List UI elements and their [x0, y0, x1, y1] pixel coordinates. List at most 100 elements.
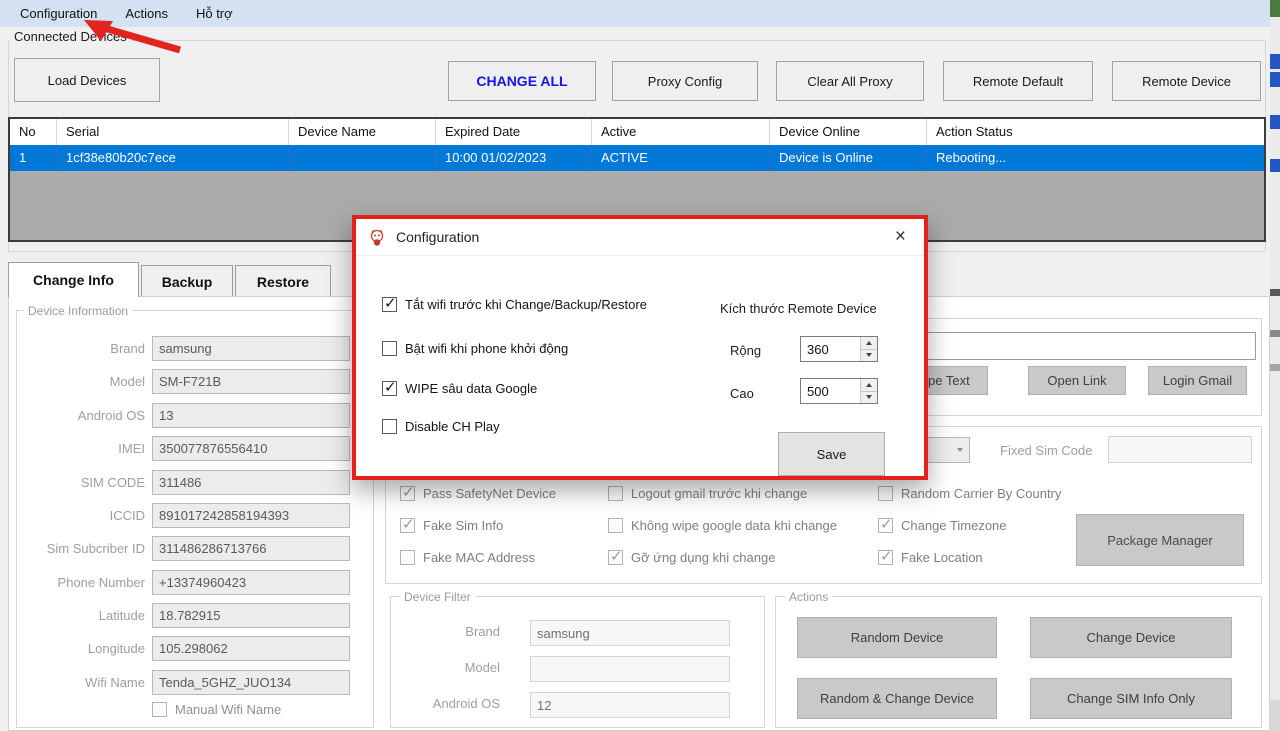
wipe-google-data-checkbox[interactable]: WIPE sâu data Google — [382, 378, 537, 396]
change-timezone-checkbox: Change Timezone — [878, 515, 1007, 533]
connected-devices-label: Connected Devices — [10, 29, 131, 44]
dialog-titlebar[interactable]: Configuration × — [356, 219, 924, 256]
fake-location-checkbox: Fake Location — [878, 547, 983, 565]
sim-code-label: SIM CODE — [80, 475, 145, 490]
iccid-input[interactable] — [152, 503, 350, 528]
fake-mac-address-checkbox: Fake MAC Address — [400, 550, 535, 565]
col-active[interactable]: Active — [592, 119, 770, 145]
fixed-sim-code-input[interactable] — [1108, 436, 1252, 463]
model-input[interactable] — [152, 369, 350, 394]
col-expired-date[interactable]: Expired Date — [436, 119, 592, 145]
chevron-down-icon — [957, 448, 963, 452]
android-os-label: Android OS — [77, 408, 145, 423]
close-icon[interactable]: × — [894, 226, 906, 247]
devices-table-header: No Serial Device Name Expired Date Activ… — [10, 119, 1264, 145]
brand-input[interactable] — [152, 336, 350, 361]
wifi-off-checkbox[interactable]: Tắt wifi trước khi Change/Backup/Restore — [382, 294, 647, 312]
filter-android-label: Android OS — [432, 696, 500, 711]
dialog-title: Configuration — [396, 229, 480, 245]
cell-no: 1 — [10, 145, 57, 171]
configuration-dialog: Configuration × Tắt wifi trước khi Chang… — [352, 215, 928, 480]
sim-subscriber-label: Sim Subcriber ID — [46, 541, 145, 556]
disable-ch-play-checkbox[interactable]: Disable CH Play — [382, 419, 500, 434]
spinner-down-button[interactable] — [861, 391, 877, 403]
tab-restore[interactable]: Restore — [235, 265, 331, 297]
menu-help[interactable]: Hỗ trợ — [195, 6, 233, 21]
phone-number-input[interactable] — [152, 570, 350, 595]
cell-serial: 1cf38e80b20c7ece — [57, 145, 289, 171]
width-spinner[interactable]: 360 — [800, 336, 878, 362]
change-device-button[interactable]: Change Device — [1030, 617, 1232, 658]
phone-number-label: Phone Number — [57, 575, 145, 590]
spinner-down-button[interactable] — [861, 349, 877, 361]
random-device-button[interactable]: Random Device — [797, 617, 997, 658]
actions-title: Actions — [785, 590, 833, 604]
wifi-name-input[interactable] — [152, 670, 350, 695]
longitude-label: Longitude — [87, 641, 145, 656]
device-filter-title: Device Filter — [400, 590, 475, 604]
iccid-label: ICCID — [109, 508, 145, 523]
uninstall-apps-checkbox: Gỡ ứng dụng khi change — [608, 547, 775, 565]
pass-safetynet-checkbox: Pass SafetyNet Device — [400, 483, 556, 501]
wifi-name-label: Wifi Name — [85, 675, 145, 690]
change-all-button[interactable]: CHANGE ALL — [448, 61, 596, 101]
sim-subscriber-input[interactable] — [152, 536, 350, 561]
manual-wifi-checkbox: Manual Wifi Name — [152, 702, 281, 717]
cell-device-online: Device is Online — [770, 145, 927, 171]
fixed-sim-code-label: Fixed Sim Code — [1000, 443, 1093, 458]
imei-label: IMEI — [118, 441, 145, 456]
android-os-input[interactable] — [152, 403, 350, 428]
change-sim-info-only-button[interactable]: Change SIM Info Only — [1030, 678, 1232, 719]
login-gmail-button[interactable]: Login Gmail — [1148, 366, 1247, 395]
col-action-status[interactable]: Action Status — [936, 124, 1013, 139]
width-label: Rộng — [730, 343, 762, 358]
filter-brand-label: Brand — [465, 624, 500, 639]
latitude-label: Latitude — [98, 608, 145, 623]
filter-brand-input[interactable] — [530, 620, 730, 646]
random-and-change-device-button[interactable]: Random & Change Device — [797, 678, 997, 719]
width-value: 360 — [807, 342, 829, 357]
random-carrier-checkbox: Random Carrier By Country — [878, 486, 1061, 501]
fake-sim-info-checkbox: Fake Sim Info — [400, 515, 503, 533]
col-device-name[interactable]: Device Name — [289, 119, 436, 145]
imei-input[interactable] — [152, 436, 350, 461]
tab-change-info[interactable]: Change Info — [8, 262, 139, 297]
remote-size-label: Kích thước Remote Device — [720, 301, 877, 316]
package-manager-button[interactable]: Package Manager — [1076, 514, 1244, 566]
cell-active: ACTIVE — [592, 145, 770, 171]
load-devices-button[interactable]: Load Devices — [14, 58, 160, 102]
col-no[interactable]: No — [10, 119, 57, 145]
spinner-up-button[interactable] — [861, 337, 877, 350]
wifi-on-boot-checkbox[interactable]: Bật wifi khi phone khởi động — [382, 341, 568, 356]
open-link-button[interactable]: Open Link — [1028, 366, 1126, 395]
filter-model-input[interactable] — [530, 656, 730, 682]
longitude-input[interactable] — [152, 636, 350, 661]
col-serial[interactable]: Serial — [57, 119, 289, 145]
remote-default-button[interactable]: Remote Default — [943, 61, 1093, 101]
height-spinner[interactable]: 500 — [800, 378, 878, 404]
no-wipe-google-checkbox: Không wipe google data khi change — [608, 518, 837, 533]
spinner-up-button[interactable] — [861, 379, 877, 392]
height-label: Cao — [730, 386, 754, 401]
col-device-online[interactable]: Device Online — [770, 119, 927, 145]
remote-device-button[interactable]: Remote Device — [1112, 61, 1261, 101]
menu-actions[interactable]: Actions — [125, 6, 168, 21]
cell-action-status: Rebooting... — [936, 150, 1007, 165]
checkbox-box — [152, 702, 167, 717]
latitude-input[interactable] — [152, 603, 350, 628]
background-window-sliver — [1270, 0, 1280, 731]
filter-android-input[interactable] — [530, 692, 730, 718]
cell-device-name — [289, 145, 436, 171]
clear-all-proxy-button[interactable]: Clear All Proxy — [776, 61, 924, 101]
table-row[interactable]: 1 1cf38e80b20c7ece 10:00 01/02/2023 ACTI… — [10, 145, 1264, 171]
sim-code-input[interactable] — [152, 470, 350, 495]
cell-expired-date: 10:00 01/02/2023 — [436, 145, 592, 171]
menu-configuration[interactable]: Configuration — [20, 6, 98, 21]
tab-backup[interactable]: Backup — [141, 265, 233, 297]
proxy-config-button[interactable]: Proxy Config — [612, 61, 758, 101]
device-information-title: Device Information — [24, 304, 133, 318]
model-label: Model — [109, 374, 145, 389]
filter-model-label: Model — [464, 660, 500, 675]
save-button[interactable]: Save — [778, 432, 885, 476]
